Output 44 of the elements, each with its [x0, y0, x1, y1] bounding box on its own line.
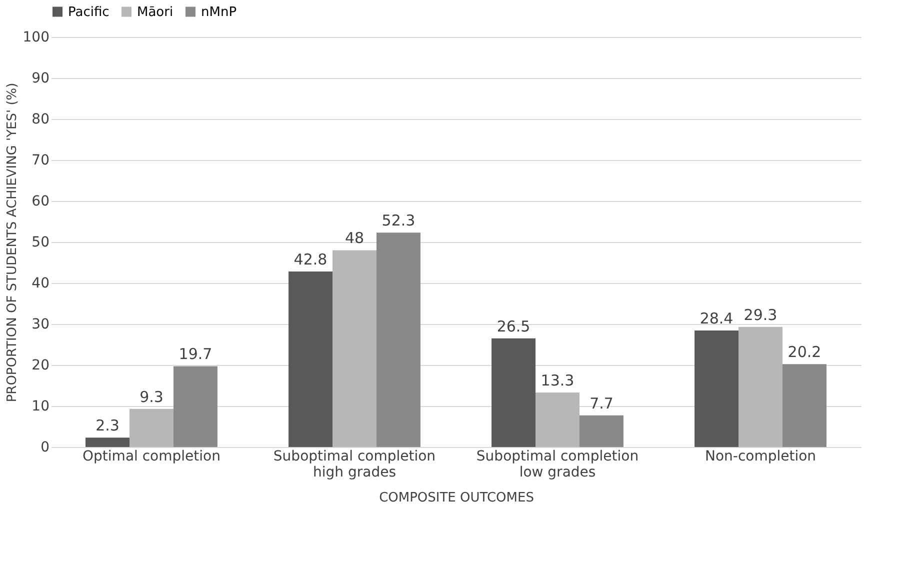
data-label: 7.7	[590, 394, 614, 412]
bar	[492, 338, 536, 447]
data-label: 13.3	[540, 371, 574, 390]
bar	[288, 272, 333, 447]
y-tick-label: 10	[32, 398, 50, 414]
bar	[694, 330, 739, 447]
bar	[86, 438, 130, 447]
bar	[129, 408, 174, 447]
data-label: 2.3	[96, 416, 120, 435]
data-label: 20.2	[788, 343, 822, 362]
bar	[782, 364, 826, 447]
legend-label: Pacific	[68, 4, 110, 20]
bar	[536, 392, 580, 447]
legend-label: nMnP	[201, 4, 237, 20]
y-axis-title: PROPORTION OF STUDENTS ACHIEVING 'YES' (%)	[4, 82, 20, 402]
x-tick-label: Suboptimal completion low grades	[476, 448, 639, 480]
bar	[579, 415, 624, 447]
y-tick-label: 60	[32, 194, 50, 210]
data-label: 28.4	[700, 310, 734, 328]
x-tick-label: Non-completion	[704, 448, 816, 464]
bar	[173, 366, 218, 447]
bar	[738, 326, 783, 447]
bar	[332, 250, 376, 447]
x-tick-label: Optimal completion	[82, 448, 220, 464]
data-label: 26.5	[496, 317, 530, 336]
data-label: 29.3	[744, 306, 778, 324]
y-tick-label: 20	[32, 358, 50, 374]
y-tick-label: 70	[32, 152, 50, 168]
y-tick-label: 80	[32, 112, 50, 128]
x-tick-label: Suboptimal completion high grades	[273, 448, 436, 480]
y-tick-label: 90	[32, 70, 50, 86]
bar	[376, 232, 420, 447]
legend-label: Māori	[137, 4, 174, 20]
data-label: 9.3	[140, 388, 164, 406]
data-label: 48	[344, 229, 364, 248]
y-tick-label: 0	[40, 440, 50, 456]
data-label: 19.7	[178, 345, 212, 364]
data-label: 52.3	[382, 212, 416, 230]
y-tick-label: 50	[32, 234, 50, 250]
data-label: 42.8	[294, 250, 328, 269]
y-tick-label: 30	[32, 316, 50, 332]
x-axis-title: COMPOSITE OUTCOMES	[379, 490, 534, 506]
y-tick-label: 100	[22, 30, 50, 46]
y-tick-label: 40	[32, 276, 50, 292]
